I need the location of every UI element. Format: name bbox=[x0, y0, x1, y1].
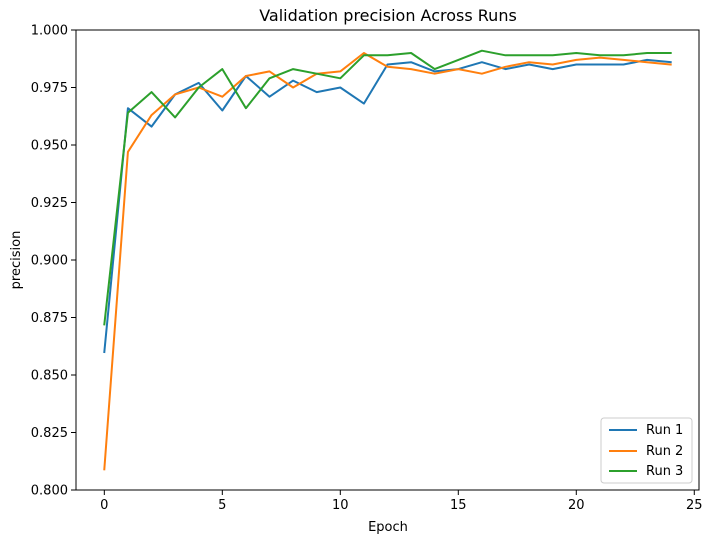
axis-ticks: 0 5 10 15 20 25 0.800 0.825 0.850 0.875 0.900 0.925… bbox=[31, 24, 703, 514]
y-tick-label: 0.875 bbox=[31, 311, 68, 326]
legend: Run 1 Run 2 Run 3 bbox=[600, 417, 693, 484]
chart-title: Validation precision Across Runs bbox=[259, 6, 517, 25]
y-tick-label: 0.925 bbox=[31, 196, 68, 211]
y-tick-label: 0.800 bbox=[31, 484, 68, 499]
series-line-run-3 bbox=[103, 49, 672, 326]
x-tick-label: 20 bbox=[568, 498, 585, 513]
legend-label-run-1: Run 1 bbox=[646, 423, 683, 438]
series-line-run-1 bbox=[103, 58, 672, 354]
x-tick-label: 0 bbox=[100, 498, 108, 513]
legend-box bbox=[600, 417, 693, 484]
series-lines bbox=[103, 49, 672, 471]
legend-label-run-2: Run 2 bbox=[646, 444, 683, 459]
y-tick-label: 0.975 bbox=[31, 81, 68, 96]
x-tick-label: 5 bbox=[218, 498, 226, 513]
y-tick-label: 0.850 bbox=[31, 369, 68, 384]
y-tick-label: 0.825 bbox=[31, 426, 68, 441]
plot-frame bbox=[75, 29, 700, 491]
legend-label-run-3: Run 3 bbox=[646, 464, 683, 479]
x-tick-label: 25 bbox=[686, 498, 703, 513]
x-axis-label: Epoch bbox=[368, 520, 408, 535]
x-tick-label: 15 bbox=[450, 498, 467, 513]
x-tick-label: 10 bbox=[332, 498, 349, 513]
y-tick-label: 0.900 bbox=[31, 254, 68, 269]
y-tick-label: 0.950 bbox=[31, 139, 68, 154]
y-tick-label: 1.000 bbox=[31, 24, 68, 39]
y-axis-label: precision bbox=[9, 231, 24, 290]
